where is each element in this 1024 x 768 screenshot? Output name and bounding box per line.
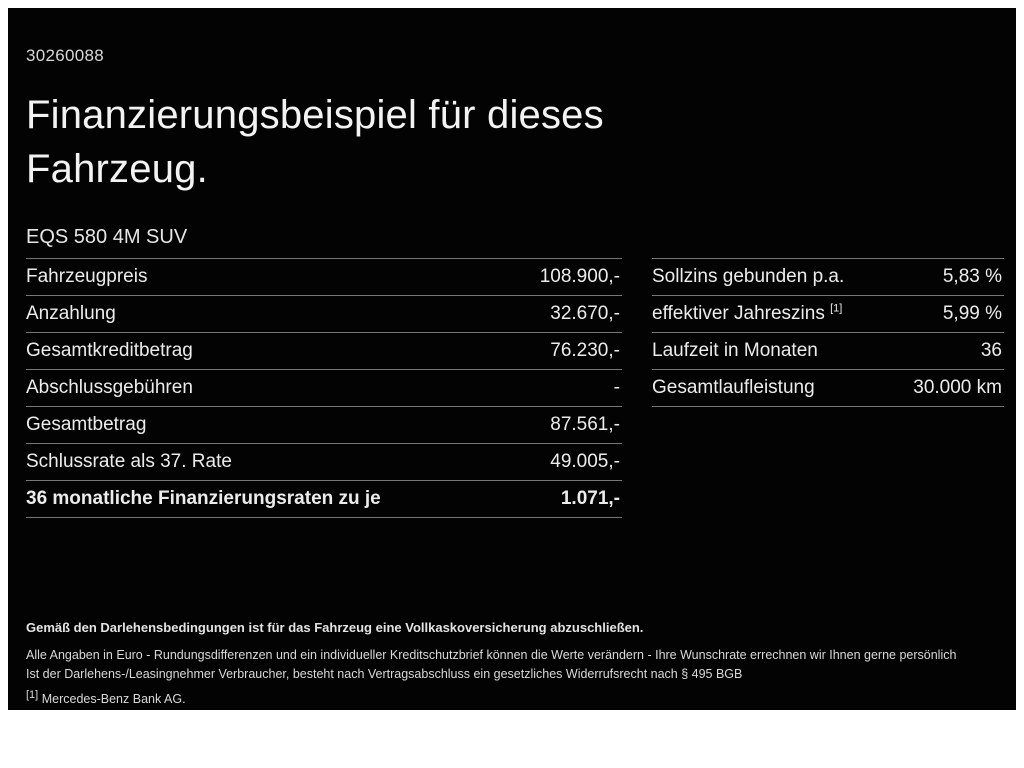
page-title: Finanzierungsbeispiel für dieses Fahrzeug… [26, 88, 1004, 196]
row-label: Gesamtkreditbetrag [26, 340, 193, 361]
row-label: Fahrzeugpreis [26, 266, 148, 287]
row-value: 1.071,- [560, 488, 620, 509]
row-label-text: effektiver Jahreszins [652, 303, 825, 324]
footer-notes: Gemäß den Darlehensbedingungen ist für d… [26, 618, 1004, 709]
row-label: Laufzeit in Monaten [652, 340, 818, 361]
footer-insurance-note: Gemäß den Darlehensbedingungen ist für d… [26, 620, 644, 635]
financing-panel: 30260088 Finanzierungsbeispiel für diese… [8, 8, 1016, 710]
row-value: 49.005,- [550, 451, 620, 472]
row-label: Gesamtbetrag [26, 414, 147, 435]
table-row: effektiver Jahreszins [1] 5,99 % [652, 296, 1004, 333]
footnote-text: Mercedes-Benz Bank AG. [41, 692, 186, 706]
row-label: 36 monatliche Finanzierungsraten zu je [26, 488, 381, 509]
row-value: 76.230,- [550, 340, 620, 361]
table-row: Gesamtbetrag 87.561,- [26, 407, 622, 444]
table-row: Fahrzeugpreis 108.900,- [26, 259, 622, 296]
row-value: - [613, 377, 620, 398]
row-label: Gesamtlaufleistung [652, 377, 815, 398]
page-title-line1: Finanzierungsbeispiel für dieses [26, 93, 604, 137]
row-label: Abschlussgebühren [26, 377, 193, 398]
table-row: Anzahlung 32.670,- [26, 296, 622, 333]
table-row: Sollzins gebunden p.a. 5,83 % [652, 259, 1004, 296]
footer-disclaimer-line2: Ist der Darlehens-/Leasingnehmer Verbrau… [26, 667, 743, 681]
table-row: Schlussrate als 37. Rate 49.005,- [26, 444, 622, 481]
footnote-marker: [1] [26, 688, 39, 701]
row-value: 5,99 % [942, 303, 1002, 324]
row-value: 36 [980, 340, 1002, 361]
table-row: Laufzeit in Monaten 36 [652, 333, 1004, 370]
document-id: 30260088 [26, 46, 105, 65]
row-value: 30.000 km [913, 377, 1002, 398]
row-label: Schlussrate als 37. Rate [26, 451, 232, 472]
table-row: Abschlussgebühren - [26, 370, 622, 407]
vehicle-name: EQS 580 4M SUV [26, 226, 188, 248]
row-value: 5,83 % [942, 266, 1002, 287]
row-label: Sollzins gebunden p.a. [652, 266, 845, 287]
row-value: 108.900,- [539, 266, 620, 287]
financing-table-right: Sollzins gebunden p.a. 5,83 % effektiver… [652, 258, 1004, 407]
table-row-monthly-rate: 36 monatliche Finanzierungsraten zu je 1… [26, 481, 622, 518]
page-title-line2: Fahrzeug. [26, 147, 208, 191]
footer-disclaimer-line1: Alle Angaben in Euro - Rundungsdifferenz… [26, 648, 957, 662]
row-label: Anzahlung [26, 303, 116, 324]
table-row: Gesamtkreditbetrag 76.230,- [26, 333, 622, 370]
financing-tables: Fahrzeugpreis 108.900,- Anzahlung 32.670… [26, 258, 1004, 518]
row-value: 87.561,- [550, 414, 620, 435]
row-value: 32.670,- [550, 303, 620, 324]
footer-footnote: [1] Mercedes-Benz Bank AG. [26, 688, 1004, 709]
footnote-marker: [1] [830, 302, 843, 315]
row-label: effektiver Jahreszins [1] [652, 303, 842, 325]
financing-table-left: Fahrzeugpreis 108.900,- Anzahlung 32.670… [26, 258, 622, 518]
table-row: Gesamtlaufleistung 30.000 km [652, 370, 1004, 407]
